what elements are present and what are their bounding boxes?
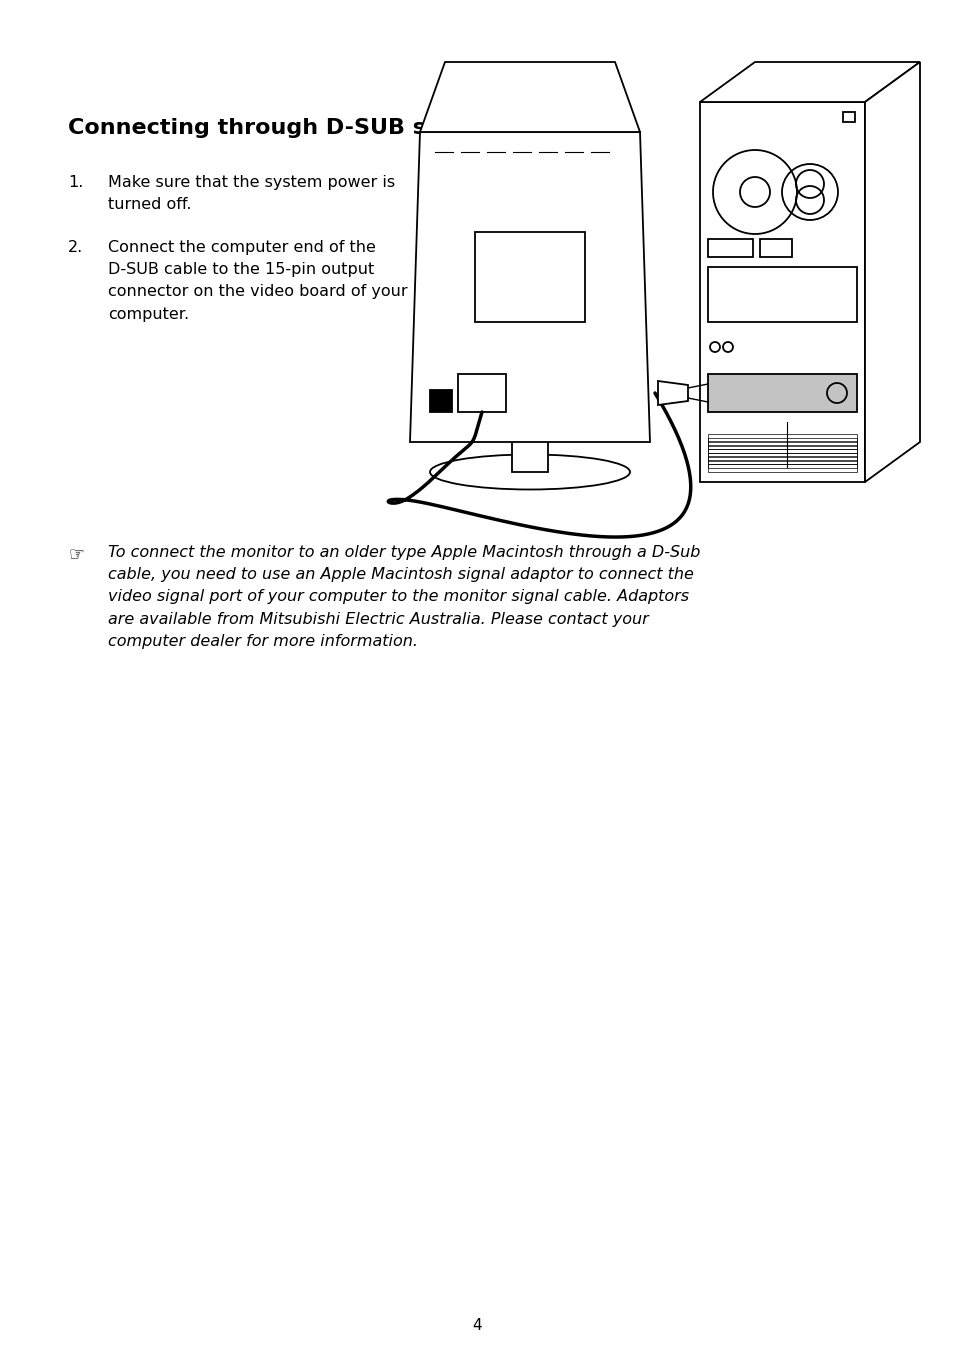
Bar bbox=[760, 239, 791, 257]
Text: 1.: 1. bbox=[68, 174, 83, 191]
Text: Make sure that the system power is
turned off.: Make sure that the system power is turne… bbox=[108, 174, 395, 212]
Bar bbox=[707, 266, 856, 322]
Bar bbox=[707, 375, 856, 412]
Bar bbox=[707, 453, 856, 461]
Bar bbox=[707, 460, 856, 468]
Bar bbox=[707, 464, 856, 472]
Text: 4: 4 bbox=[472, 1318, 481, 1333]
Text: Connect the computer end of the
D-SUB cable to the 15-pin output
connector on th: Connect the computer end of the D-SUB ca… bbox=[108, 241, 407, 322]
Bar bbox=[457, 375, 505, 412]
Bar bbox=[707, 239, 752, 257]
Bar bbox=[700, 101, 864, 483]
Polygon shape bbox=[700, 62, 919, 101]
Bar bbox=[707, 438, 856, 446]
Text: ☞: ☞ bbox=[68, 545, 84, 562]
Bar bbox=[512, 416, 547, 472]
Polygon shape bbox=[419, 62, 639, 132]
Text: To connect the monitor to an older type Apple Macintosh through a D-Sub
cable, y: To connect the monitor to an older type … bbox=[108, 545, 700, 649]
Bar bbox=[707, 457, 856, 465]
Bar bbox=[475, 233, 584, 322]
Polygon shape bbox=[864, 62, 919, 483]
Bar bbox=[707, 442, 856, 449]
Text: Connecting through D-SUB signal connector: Connecting through D-SUB signal connecto… bbox=[68, 118, 620, 138]
Bar bbox=[707, 445, 856, 453]
Bar bbox=[842, 112, 854, 122]
Text: 2.: 2. bbox=[68, 241, 83, 256]
Polygon shape bbox=[658, 381, 687, 406]
Bar bbox=[707, 434, 856, 442]
Bar bbox=[707, 449, 856, 457]
Polygon shape bbox=[410, 132, 649, 442]
Bar bbox=[430, 389, 452, 412]
Bar bbox=[707, 375, 856, 412]
